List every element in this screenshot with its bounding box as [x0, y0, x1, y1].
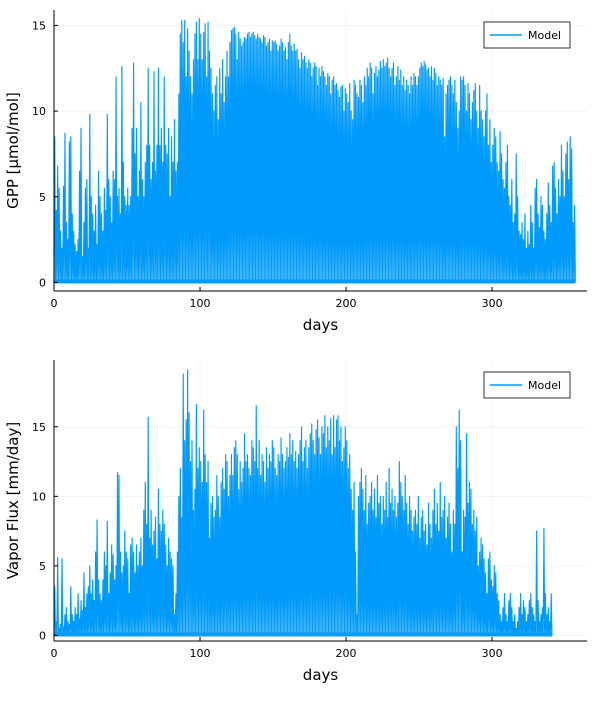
y-tick-label: 5 — [39, 191, 46, 204]
chart-panel-2: 0 100 200 300 0 5 10 15 days Vapor Flux [mm/day] M… — [4, 360, 587, 684]
series-baseline-band — [54, 632, 552, 637]
y-axis-label: GPP [μmol/mol] — [4, 92, 22, 209]
x-tick-label: 0 — [51, 297, 58, 310]
y-tick-label: 0 — [39, 629, 46, 642]
y-tick-label: 15 — [32, 19, 46, 32]
series-baseline-band — [54, 279, 576, 284]
y-tick-label: 15 — [32, 421, 46, 434]
y-tick-label: 10 — [32, 105, 46, 118]
x-tick-label: 100 — [190, 297, 211, 310]
legend-label: Model — [528, 379, 561, 392]
legend-label: Model — [528, 29, 561, 42]
chart-panel-1: 0 100 200 300 0 5 10 15 days GPP [μmol/mol] Model — [4, 10, 587, 334]
x-tick-label: 300 — [482, 297, 503, 310]
x-axis-label: days — [303, 666, 339, 684]
x-axis-label: days — [303, 316, 339, 334]
y-tick-label: 5 — [39, 560, 46, 573]
y-tick-label: 0 — [39, 276, 46, 289]
series-line-model — [53, 369, 553, 637]
x-tick-label: 200 — [336, 647, 357, 660]
legend: Model — [483, 371, 571, 399]
x-tick-label: 100 — [190, 647, 211, 660]
x-tick-label: 300 — [482, 647, 503, 660]
legend: Model — [483, 21, 571, 49]
x-tick-label: 200 — [336, 297, 357, 310]
y-tick-label: 10 — [32, 490, 46, 503]
x-tick-label: 0 — [51, 647, 58, 660]
legend-box — [483, 21, 571, 49]
y-axis-label: Vapor Flux [mm/day] — [4, 422, 22, 579]
series-line-model — [53, 17, 576, 284]
